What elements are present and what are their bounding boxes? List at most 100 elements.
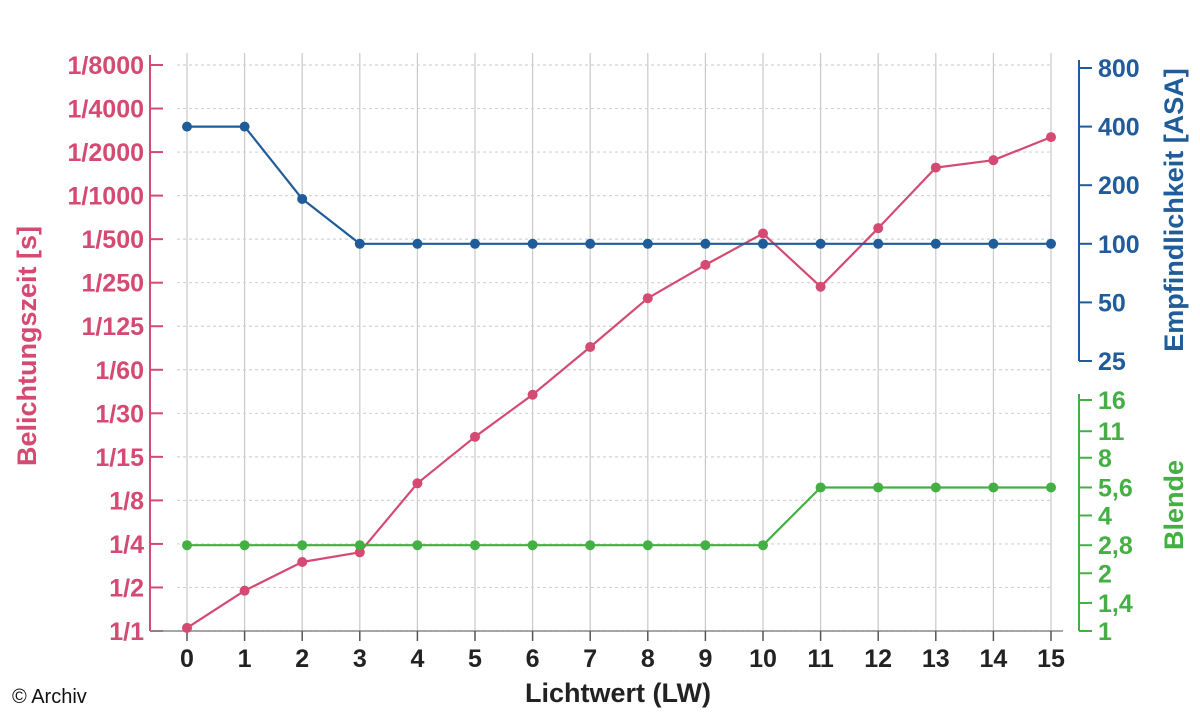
blende-point [470, 540, 480, 551]
belichtungszeit-point [642, 293, 653, 304]
left-tick-label: 1/30 [95, 400, 144, 428]
right-top-tick-label: 400 [1098, 114, 1140, 142]
empfindlichkeit-point [1046, 238, 1056, 249]
x-tick-label: 3 [353, 645, 367, 673]
right-bottom-tick-label: 1,4 [1098, 590, 1133, 618]
left-tick-label: 1/60 [95, 357, 144, 385]
empfindlichkeit-point [585, 238, 596, 249]
belichtungszeit-point [239, 585, 250, 596]
blende-point [182, 540, 192, 551]
empfindlichkeit-point [988, 238, 999, 249]
credit-text: © Archiv [12, 686, 87, 708]
left-tick-label: 1/4 [109, 531, 144, 559]
x-tick-label: 8 [641, 645, 655, 673]
empfindlichkeit-point [930, 238, 941, 249]
x-tick-label: 13 [922, 645, 950, 673]
blende-point [815, 482, 826, 493]
axes [149, 55, 1092, 641]
blende-point [1046, 482, 1056, 493]
belichtungszeit-point [182, 622, 192, 633]
x-tick-label: 6 [526, 645, 540, 673]
blende-point [527, 540, 538, 551]
left-tick-label: 1/500 [81, 226, 144, 254]
empfindlichkeit-line [187, 125, 1051, 245]
blende-point [700, 540, 711, 551]
empfindlichkeit-point [297, 193, 308, 204]
empfindlichkeit-point [873, 238, 884, 249]
blende-point [239, 540, 250, 551]
x-tick-label: 12 [864, 645, 892, 673]
right-top-tick-label: 100 [1098, 231, 1140, 259]
belichtungszeit-line [186, 136, 1052, 629]
x-axis-title: Lichtwert (LW) [525, 678, 711, 708]
x-tick-label: 4 [410, 645, 424, 673]
copyright-credit: © Archiv [6, 682, 102, 712]
belichtungszeit-point [873, 223, 884, 234]
right-bottom-tick-label: 8 [1098, 445, 1112, 473]
blende-point [412, 540, 423, 551]
x-tick-label: 0 [180, 645, 194, 673]
blende-point [758, 540, 768, 551]
right-bottom-tick-label: 2,8 [1098, 532, 1133, 560]
left-tick-label: 1/1000 [68, 183, 144, 211]
left-tick-label: 1/4000 [68, 96, 144, 124]
belichtungszeit-point [354, 547, 365, 558]
left-tick-label: 1/8000 [68, 52, 144, 80]
belichtungszeit-point [585, 341, 596, 352]
x-tick-label: 10 [749, 645, 777, 673]
belichtungszeit-point [297, 556, 308, 567]
blende-point [354, 540, 365, 551]
right-top-axis-title: Empfindlichkeit [ASA] [1159, 68, 1189, 352]
left-tick-label: 1/2000 [68, 139, 144, 167]
belichtungszeit-point [930, 162, 941, 173]
left-axis-title: Belichtungszeit [s] [12, 226, 42, 466]
belichtungszeit-point [470, 431, 480, 442]
blende-point [585, 540, 596, 551]
right-bottom-tick-label: 5,6 [1098, 474, 1133, 502]
left-tick-label: 1/1 [109, 618, 144, 646]
empfindlichkeit-point [758, 238, 768, 249]
right-top-tick-label: 50 [1098, 289, 1126, 317]
right-top-tick-label: 25 [1098, 348, 1126, 376]
belichtungszeit-point [527, 389, 538, 400]
blende-point [873, 482, 884, 493]
blende-point [988, 482, 999, 493]
blende-point [642, 540, 653, 551]
left-tick-label: 1/250 [81, 270, 144, 298]
blende-point [297, 540, 308, 551]
credit-backdrop [6, 682, 102, 712]
right-top-tick-label: 200 [1098, 172, 1140, 200]
series-layer [182, 121, 1056, 633]
belichtungszeit-point [412, 478, 423, 489]
x-tick-label: 11 [807, 645, 834, 673]
x-tick-label: 5 [468, 645, 482, 673]
left-tick-label: 1/2 [109, 574, 144, 602]
left-tick-label: 1/125 [81, 313, 144, 341]
empfindlichkeit-point [239, 121, 250, 132]
right-bottom-tick-label: 4 [1098, 503, 1112, 531]
empfindlichkeit-point [470, 238, 480, 249]
empfindlichkeit-point [412, 238, 423, 249]
x-tick-label: 1 [238, 645, 252, 673]
x-tick-label: 2 [295, 645, 309, 673]
empfindlichkeit-point [527, 238, 538, 249]
empfindlichkeit-point [815, 238, 826, 249]
x-tick-label: 15 [1037, 645, 1065, 673]
belichtungszeit-point [988, 155, 999, 166]
empfindlichkeit-point [354, 238, 365, 249]
right-bottom-tick-label: 2 [1098, 560, 1112, 588]
right-bottom-tick-label: 16 [1098, 387, 1126, 415]
left-tick-label: 1/8 [109, 487, 144, 515]
x-tick-label: 9 [698, 645, 712, 673]
blende-line [187, 486, 1051, 547]
belichtungszeit-point [815, 281, 826, 292]
x-tick-label: 7 [583, 645, 597, 673]
belichtungszeit-point [700, 259, 711, 270]
empfindlichkeit-point [182, 121, 192, 132]
tick-labels: 1/1 1/2 1/4 1/8 1/15 1/30 1/60 1/125 1/250 1/500 1… [68, 52, 1140, 673]
right-bottom-axis-title: Blende [1159, 460, 1189, 550]
belichtungszeit-point [758, 228, 768, 239]
x-tick-label: 14 [979, 645, 1007, 673]
empfindlichkeit-point [700, 238, 711, 249]
